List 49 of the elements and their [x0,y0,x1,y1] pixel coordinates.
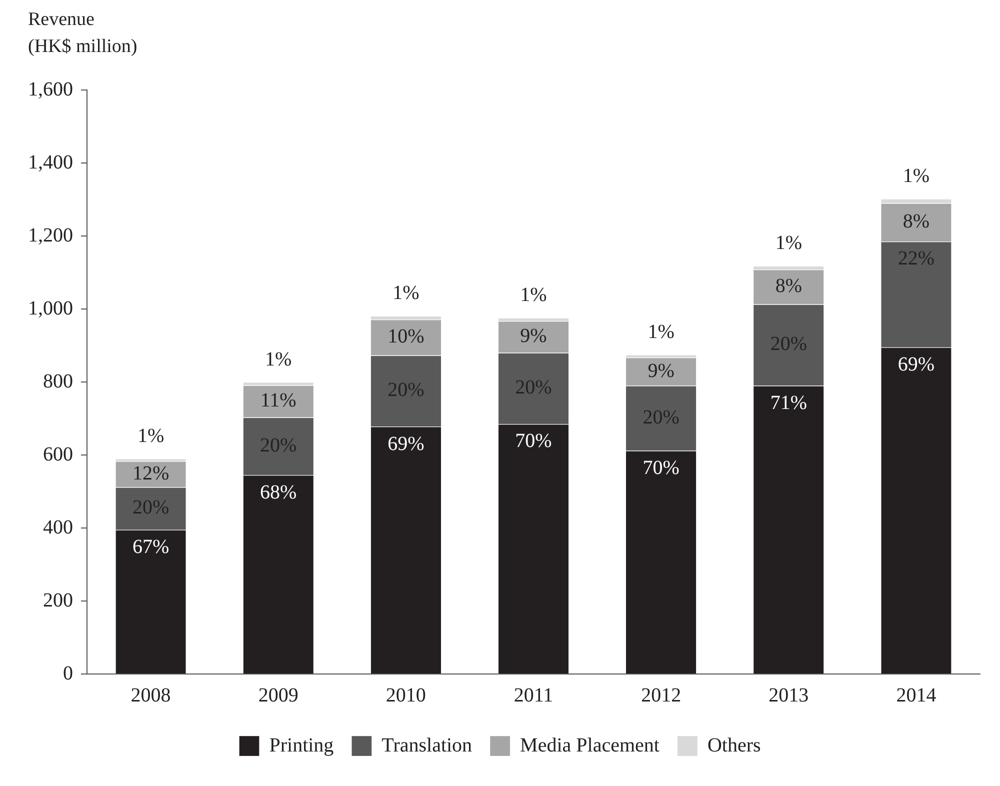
y-axis-title: Revenue (HK$ million) [28,8,138,59]
x-tick-label: 2011 [514,684,554,706]
y-tick-label: 800 [43,370,73,392]
y-tick-label: 400 [43,516,73,538]
annotation: 11% [260,390,296,412]
annotation: 20% [770,333,807,356]
x-tick-label: 2008 [130,684,171,706]
x-tick-label: 2012 [641,684,682,706]
x-tick-label: 2009 [258,684,298,706]
legend-label: Media Placement [520,734,660,756]
annotation: 1% [265,348,292,370]
annotation: 68% [260,481,297,504]
y-tick-label: 1,600 [28,78,73,100]
y-tick-label: 600 [43,443,73,466]
legend-label: Printing [269,734,334,756]
annotation: 69% [388,432,424,455]
annotation: 12% [132,462,170,484]
annotation: 22% [898,248,935,270]
legend-label: Others [707,734,761,756]
annotation: 20% [260,434,297,456]
annotation: 1% [902,165,930,188]
annotation: 20% [388,379,424,402]
x-tick-label: 2013 [768,684,809,706]
annotation: 9% [648,360,674,382]
annotation: 10% [388,326,424,348]
annotation: 69% [898,354,935,376]
y-tick-label: 0 [63,662,73,684]
annotation: 1% [775,232,802,254]
annotation: 67% [132,536,170,558]
annotation: 70% [642,456,680,479]
annotation: 9% [520,325,547,348]
x-tick-label: 2014 [896,684,936,706]
annotation: 71% [770,392,807,414]
y-tick-label: 1,000 [28,297,73,320]
annotation: 1% [137,424,164,447]
y-tick-label: 1,400 [28,151,73,174]
annotation: 20% [132,496,170,519]
annotation: 1% [392,282,420,304]
annotation: 70% [515,430,552,452]
annotation: 1% [648,320,674,343]
legend-label: Translation [382,734,472,756]
annotation: 20% [515,376,552,399]
x-tick-label: 2010 [386,684,426,706]
y-tick-label: 1,200 [28,224,73,246]
annotation: 1% [520,284,547,306]
y-tick-label: 200 [43,589,73,612]
annotation: 8% [902,210,930,233]
annotation: 8% [775,275,802,298]
annotation: 20% [642,406,680,428]
